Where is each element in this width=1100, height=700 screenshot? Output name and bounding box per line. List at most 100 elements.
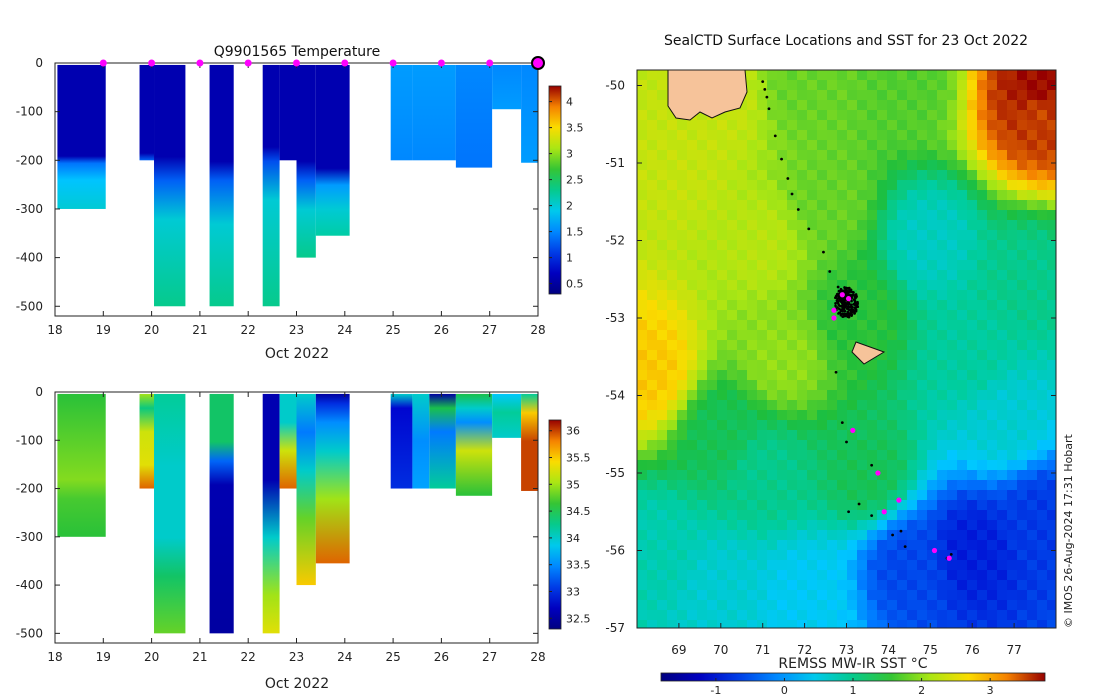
sst-cell	[847, 180, 858, 191]
sst-cell	[727, 190, 738, 201]
sst-cell	[917, 440, 928, 451]
sst-cell	[1027, 560, 1038, 571]
sst-cell	[637, 320, 648, 331]
sst-cell	[847, 360, 858, 371]
sst-cell	[1017, 70, 1028, 81]
sst-cell	[987, 230, 998, 241]
sst-cell	[867, 240, 878, 251]
temperature-panel: Q9901565 Temperature 18 19 20 21 22 23 24 25 26 2…	[16, 44, 584, 362]
sst-cell	[727, 420, 738, 431]
sst-cell	[687, 490, 698, 501]
sst-cell	[947, 580, 958, 591]
sst-cell	[837, 270, 848, 281]
sst-cell	[757, 300, 768, 311]
sst-cell	[827, 200, 838, 211]
sst-cell	[987, 620, 998, 628]
sst-cell	[777, 210, 788, 221]
sst-cell	[1007, 510, 1018, 521]
sst-cell	[807, 200, 818, 211]
sst-cell	[947, 240, 958, 251]
sst-cell	[817, 110, 828, 121]
track-point	[838, 307, 841, 311]
sst-cell	[887, 160, 898, 171]
track-point	[773, 134, 777, 138]
x-tick-label: 19	[96, 650, 111, 664]
sst-cell	[667, 590, 678, 601]
sst-cell	[667, 280, 678, 291]
sst-cell	[877, 100, 888, 111]
sst-cell	[967, 230, 978, 241]
sst-cell	[717, 620, 728, 628]
sst-cell	[737, 340, 748, 351]
sst-colorbar-tick-label: 1	[850, 684, 857, 697]
sst-cell	[847, 500, 858, 511]
sst-cell	[867, 610, 878, 621]
sst-cell	[687, 610, 698, 621]
sst-cell	[857, 90, 868, 101]
sst-cell	[757, 440, 768, 451]
sst-cell	[877, 510, 888, 521]
sst-cell	[687, 340, 698, 351]
sst-cell	[857, 570, 868, 581]
sst-cell	[947, 460, 958, 471]
sst-cell	[857, 430, 868, 441]
sst-cell	[907, 500, 918, 511]
sst-cell	[947, 510, 958, 521]
sst-cell	[697, 190, 708, 201]
sst-cell	[937, 410, 948, 421]
sst-cell	[887, 230, 898, 241]
sst-cell	[997, 550, 1008, 561]
sst-cell	[977, 170, 988, 181]
sst-cell	[987, 490, 998, 501]
sst-cell	[927, 540, 938, 551]
profile-bar	[154, 64, 186, 307]
sst-cell	[867, 320, 878, 331]
sst-cell	[1047, 210, 1056, 221]
sst-cell	[807, 430, 818, 441]
sst-cell	[1037, 570, 1048, 581]
sst-cell	[657, 180, 668, 191]
sst-cell	[837, 250, 848, 261]
sst-cell	[987, 210, 998, 221]
sst-cell	[837, 400, 848, 411]
track-point	[847, 308, 851, 311]
sst-cell	[717, 350, 728, 361]
sst-cell	[797, 280, 808, 291]
sst-cell	[817, 430, 828, 441]
sst-cell	[997, 490, 1008, 501]
sst-cell	[927, 550, 938, 561]
sst-cell	[757, 520, 768, 531]
sst-cell	[857, 290, 868, 301]
sst-cell	[917, 400, 928, 411]
y-tick-label: -500	[16, 299, 43, 313]
sst-cell	[1007, 620, 1018, 628]
sst-cell	[767, 490, 778, 501]
sst-cell	[957, 230, 968, 241]
sst-cell	[877, 240, 888, 251]
sst-cell	[827, 570, 838, 581]
sst-cell	[957, 240, 968, 251]
sst-cell	[947, 620, 958, 628]
sst-cell	[917, 270, 928, 281]
sst-cell	[797, 550, 808, 561]
sst-cell	[867, 440, 878, 451]
sst-cell	[977, 620, 988, 628]
sst-cell	[1047, 200, 1056, 211]
sst-cell	[707, 160, 718, 171]
sst-cell	[697, 590, 708, 601]
sst-cell	[817, 480, 828, 491]
sst-cell	[837, 90, 848, 101]
sst-cell	[637, 210, 648, 221]
sst-cell	[897, 160, 908, 171]
sst-cell	[737, 530, 748, 541]
sst-cell	[797, 480, 808, 491]
profile-bar	[139, 393, 155, 489]
sst-cell	[677, 410, 688, 421]
sst-cell	[987, 80, 998, 91]
sst-cell	[917, 520, 928, 531]
sst-cell	[787, 370, 798, 381]
sst-cell	[817, 260, 828, 271]
sst-cell	[797, 270, 808, 281]
sst-cell	[877, 430, 888, 441]
